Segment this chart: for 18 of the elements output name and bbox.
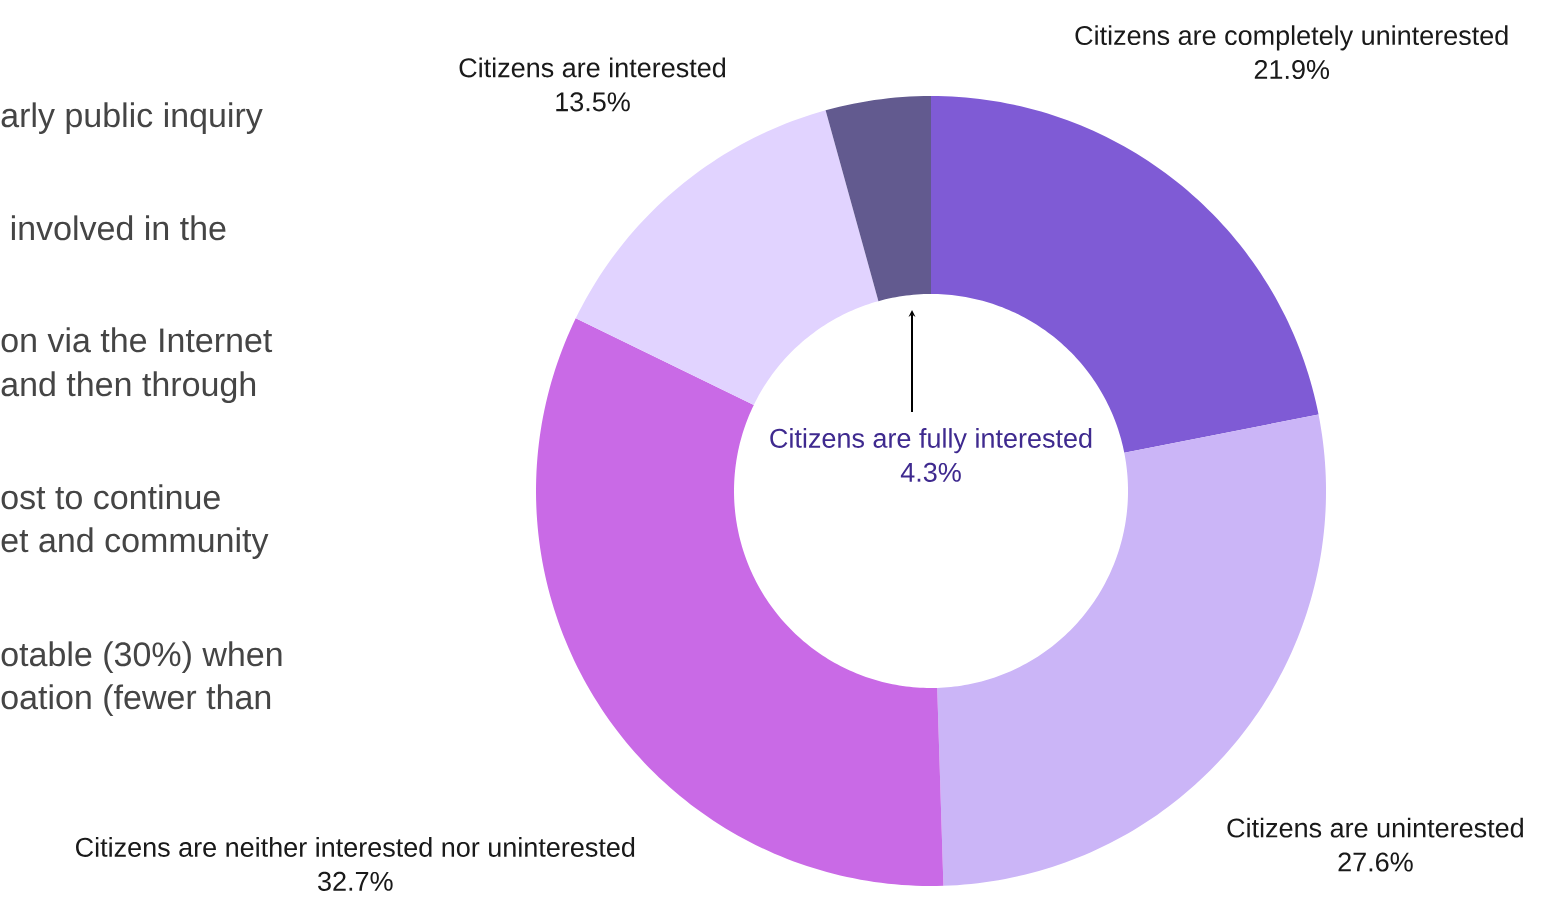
text: arly public inquiry <box>1 102 263 135</box>
text: ost to continue <box>1 484 220 510</box>
slice-label: Citizens are uninterested <box>1227 817 1523 838</box>
text: on via the Internet <box>1 327 273 353</box>
data-label: 13.5% <box>556 92 630 112</box>
text: and then through <box>1 371 256 404</box>
data-label: 32.7% <box>318 871 393 891</box>
slice-label: Citizens are completely uninterested <box>1075 25 1508 51</box>
slice-label: Citizens are interested <box>459 57 726 78</box>
text: involved in the <box>11 215 226 241</box>
data-label: 21.9% <box>1254 59 1330 80</box>
text: oation (fewer than <box>1 684 271 717</box>
text: otable (30%) when <box>1 641 282 674</box>
slice-label: Citizens are neither interested nor uninterested <box>76 837 635 857</box>
text: et and community <box>1 527 269 560</box>
slice-label: Citizens are fully interested <box>770 428 1092 454</box>
data-label: 4.3% <box>900 462 961 482</box>
data-label: 27.6% <box>1338 852 1413 872</box>
